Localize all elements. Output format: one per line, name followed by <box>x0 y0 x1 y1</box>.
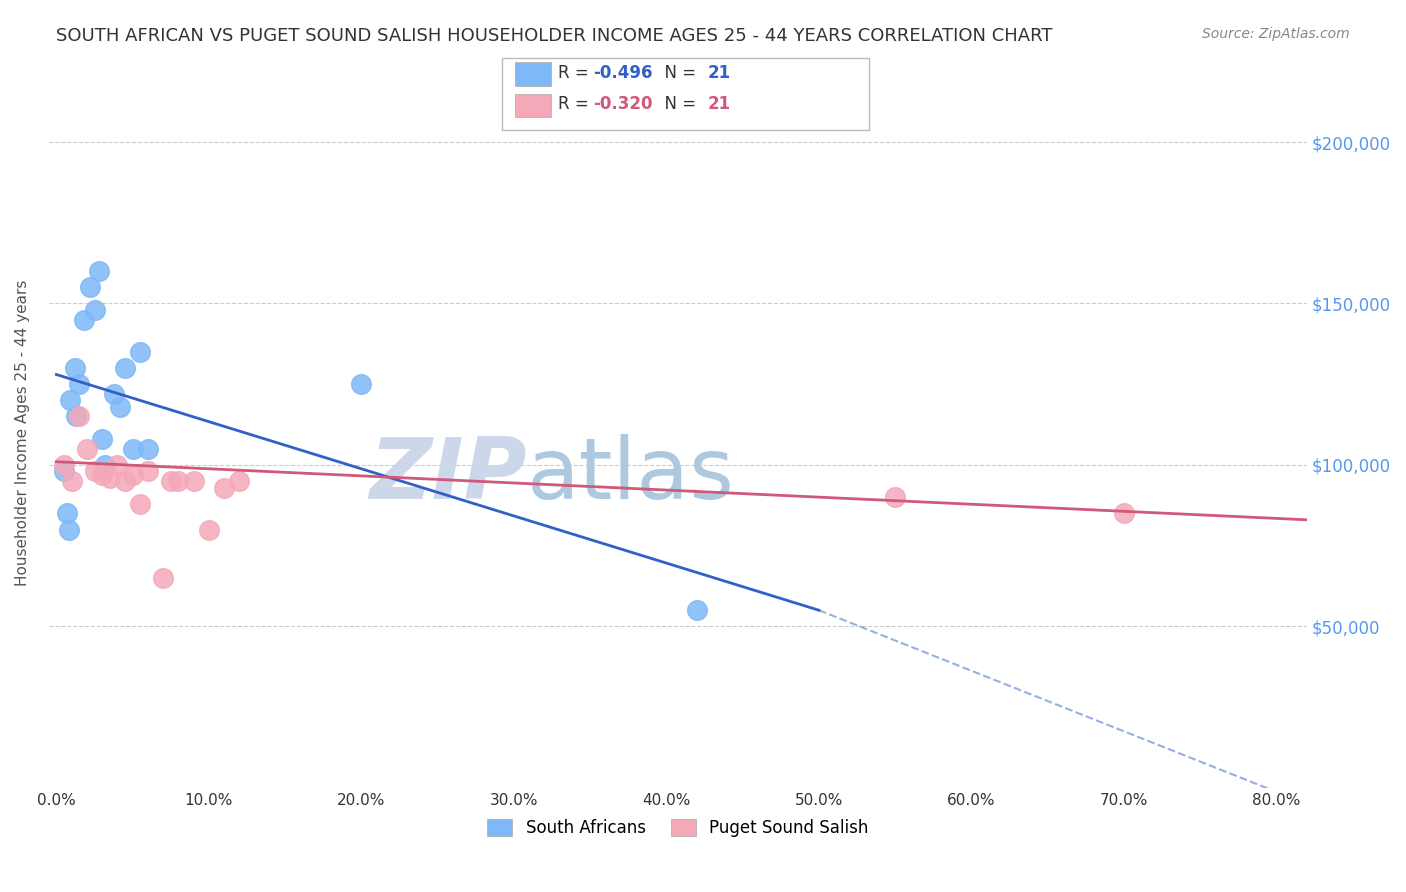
Point <box>53 464 76 478</box>
Point <box>63 361 86 376</box>
Point <box>159 474 181 488</box>
Point <box>183 474 205 488</box>
Point <box>67 409 90 424</box>
Point <box>136 442 159 456</box>
Point <box>65 409 87 424</box>
Point <box>114 361 136 376</box>
Point <box>60 474 83 488</box>
Point <box>152 571 174 585</box>
Text: R =: R = <box>558 64 595 82</box>
Legend: South Africans, Puget Sound Salish: South Africans, Puget Sound Salish <box>481 812 875 844</box>
Point <box>53 458 76 472</box>
Point <box>83 464 105 478</box>
Point <box>129 345 152 359</box>
Text: Source: ZipAtlas.com: Source: ZipAtlas.com <box>1202 27 1350 41</box>
Point <box>79 280 101 294</box>
Point <box>73 312 96 326</box>
Text: -0.496: -0.496 <box>593 64 652 82</box>
Point <box>58 523 80 537</box>
Text: N =: N = <box>654 95 702 113</box>
Text: 21: 21 <box>707 95 730 113</box>
Point <box>59 393 82 408</box>
Point <box>105 458 128 472</box>
Point <box>686 603 709 617</box>
Point <box>121 442 143 456</box>
Point <box>103 387 125 401</box>
Point <box>198 523 221 537</box>
Point <box>94 458 117 472</box>
Point <box>91 432 114 446</box>
Text: SOUTH AFRICAN VS PUGET SOUND SALISH HOUSEHOLDER INCOME AGES 25 - 44 YEARS CORREL: SOUTH AFRICAN VS PUGET SOUND SALISH HOUS… <box>56 27 1053 45</box>
Point <box>67 377 90 392</box>
Point <box>114 474 136 488</box>
Y-axis label: Householder Income Ages 25 - 44 years: Householder Income Ages 25 - 44 years <box>15 279 30 586</box>
Point <box>136 464 159 478</box>
Point <box>76 442 98 456</box>
Point <box>350 377 373 392</box>
Point <box>87 264 110 278</box>
Text: R =: R = <box>558 95 595 113</box>
Point <box>212 481 235 495</box>
Point <box>98 471 121 485</box>
Point <box>228 474 250 488</box>
Point <box>121 467 143 482</box>
Point <box>110 400 132 414</box>
Point <box>83 302 105 317</box>
Point <box>129 497 152 511</box>
Text: -0.320: -0.320 <box>593 95 652 113</box>
Point <box>884 490 907 504</box>
Point <box>167 474 190 488</box>
Text: N =: N = <box>654 64 702 82</box>
Text: ZIP: ZIP <box>370 434 527 516</box>
Point <box>56 507 79 521</box>
Point <box>91 467 114 482</box>
Text: 21: 21 <box>707 64 730 82</box>
Point <box>1112 507 1135 521</box>
Text: atlas: atlas <box>527 434 735 516</box>
